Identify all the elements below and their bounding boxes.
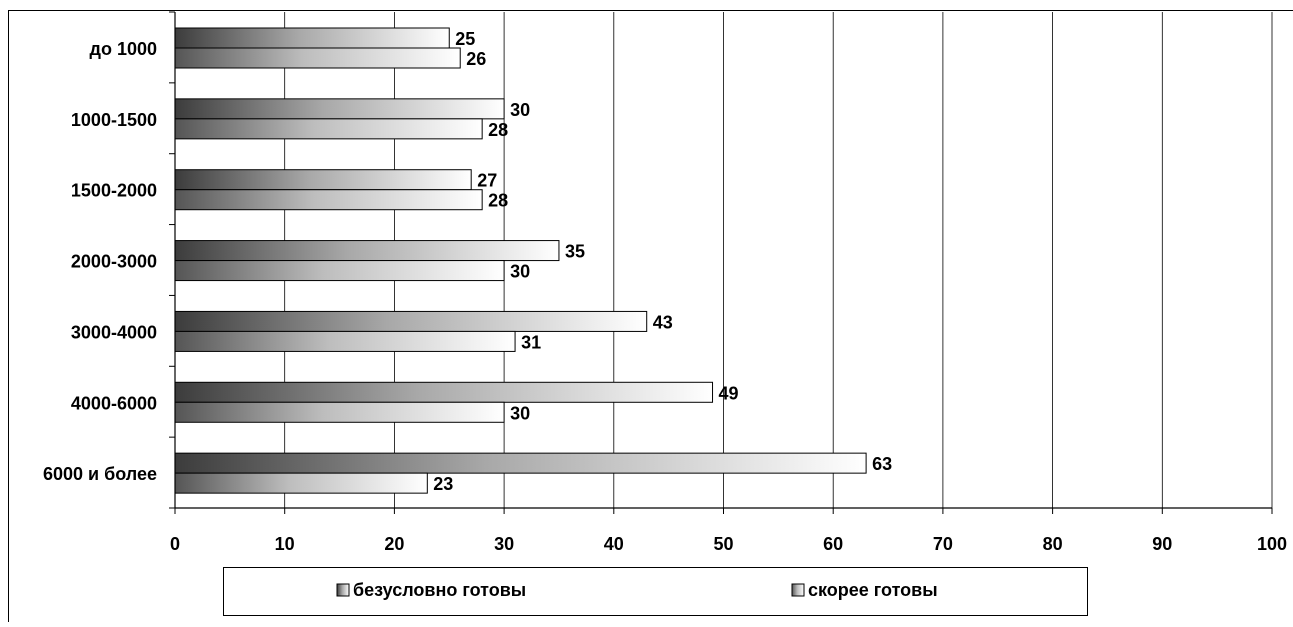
legend: безусловно готовы скорее готовы [224,568,1088,616]
x-tick-label: 100 [1257,534,1287,554]
y-tick-label: 1000-1500 [71,110,157,130]
data-label: 30 [510,100,530,120]
x-tick-label: 60 [823,534,843,554]
data-label: 23 [433,474,453,494]
y-tick-label: до 1000 [90,39,157,59]
y-tick-label: 1500-2000 [71,181,157,201]
bar [175,48,460,68]
y-tick-label: 3000-4000 [71,322,157,342]
legend-swatch [792,584,804,596]
x-tick-label: 40 [604,534,624,554]
bar [175,261,504,281]
bar [175,28,449,48]
x-tick-label: 10 [275,534,295,554]
data-label: 30 [510,262,530,282]
bar [175,382,713,402]
x-tick-label: 30 [494,534,514,554]
x-tick-label: 50 [713,534,733,554]
bar [175,119,482,139]
bar [175,99,504,119]
data-label: 28 [488,191,508,211]
bar [175,170,471,190]
data-label: 49 [719,383,739,403]
bar [175,311,647,331]
bar [175,241,559,261]
data-label: 25 [455,29,475,49]
data-label: 30 [510,403,530,423]
y-tick-label: 4000-6000 [71,393,157,413]
x-tick-label: 20 [384,534,404,554]
data-label: 31 [521,332,541,352]
bar [175,473,427,493]
data-label: 27 [477,171,497,191]
data-label: 26 [466,49,486,69]
legend-swatch [337,584,349,596]
bar [175,402,504,422]
y-tick-label: 2000-3000 [71,252,157,272]
data-label: 35 [565,242,585,262]
y-tick-label: 6000 и более [43,464,157,484]
data-label: 28 [488,120,508,140]
x-tick-label: 90 [1152,534,1172,554]
x-tick-label: 0 [170,534,180,554]
legend-label: скорее готовы [808,580,938,600]
bar [175,190,482,210]
data-label: 63 [872,454,892,474]
data-label: 43 [653,312,673,332]
x-tick-label: 70 [933,534,953,554]
bar [175,331,515,351]
bar [175,453,866,473]
x-tick-label: 80 [1043,534,1063,554]
legend-label: безусловно готовы [353,580,526,600]
